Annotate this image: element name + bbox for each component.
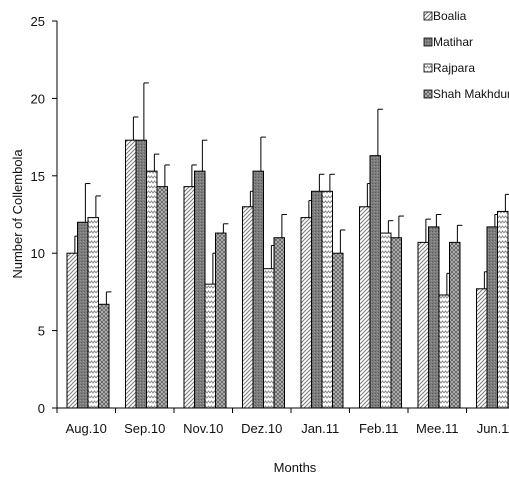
x-tick-label: Dez.10	[241, 421, 282, 436]
bar-Feb.11-Matihar	[369, 155, 381, 409]
x-axis-title: Months	[274, 460, 317, 475]
legend: Boalia Matihar Rajpara Shah Makhdum	[423, 9, 509, 101]
legend-label: Boalia	[433, 9, 467, 23]
bar-Dez.10-Matihar	[252, 170, 264, 409]
bar-Nov.10-Matihar	[194, 170, 206, 409]
y-tick-label: 15	[31, 169, 45, 184]
bar-Aug.10-Rajpara	[87, 217, 99, 409]
bar-Jan.11-Boalia	[300, 217, 312, 409]
legend-swatch-Rajpara	[423, 63, 433, 73]
bar-Dez.10-Rajpara	[263, 268, 275, 409]
legend-label: Shah Makhdum	[433, 87, 509, 101]
x-tick-label: Mee.11	[416, 421, 458, 436]
bar-Jun.11-Matihar	[486, 226, 498, 409]
x-tick-label: Sep.10	[124, 421, 165, 436]
bar-Feb.11-Rajpara	[380, 232, 392, 409]
bar-Aug.10-Matihar	[77, 221, 89, 409]
legend-label: Rajpara	[433, 61, 475, 75]
bar-Jun.11-Rajpara	[497, 210, 509, 409]
bar-Jan.11-Shah Makhdum	[332, 252, 344, 409]
x-tick-label: Jan.11	[301, 421, 339, 436]
bar-Nov.10-Rajpara	[204, 283, 216, 409]
y-axis-title: Number of Collembola	[10, 149, 25, 279]
bar-Feb.11-Shah Makhdum	[390, 237, 402, 409]
legend-swatch-Matihar	[423, 37, 433, 47]
x-tick-label: Nov.10	[183, 421, 223, 436]
bar-Dez.10-Shah Makhdum	[273, 237, 285, 409]
bar-Feb.11-Boalia	[359, 206, 371, 409]
y-tick-label: 5	[38, 324, 45, 339]
bar-Mee.11-Shah Makhdum	[449, 241, 461, 409]
bar-Sep.10-Rajpara	[146, 170, 158, 409]
bar-Aug.10-Shah Makhdum	[98, 303, 110, 409]
legend-label: Matihar	[433, 35, 473, 49]
bar-Sep.10-Shah Makhdum	[156, 186, 168, 409]
legend-swatch-Shah Makhdum	[423, 89, 433, 99]
bar-Mee.11-Rajpara	[438, 294, 450, 409]
legend-swatch-Boalia	[423, 11, 433, 21]
bar-Jan.11-Matihar	[311, 190, 323, 409]
bar-Nov.10-Shah Makhdum	[215, 232, 227, 409]
y-tick-label: 10	[31, 246, 45, 261]
y-tick-label: 25	[31, 14, 45, 29]
bar-Jun.11-Boalia	[476, 288, 488, 409]
bar-Sep.10-Matihar	[135, 139, 147, 409]
bar-Mee.11-Matihar	[428, 226, 440, 409]
bar-Jan.11-Rajpara	[321, 190, 333, 409]
x-tick-label: Jun.11	[477, 421, 509, 436]
bar-Nov.10-Boalia	[183, 186, 195, 409]
bar-Sep.10-Boalia	[125, 139, 137, 409]
y-tick-label: 20	[31, 91, 45, 106]
y-tick-label: 0	[38, 401, 45, 416]
x-tick-label: Feb.11	[359, 421, 399, 436]
bar-Aug.10-Boalia	[66, 252, 78, 409]
x-tick-label: Aug.10	[66, 421, 107, 436]
bar-Dez.10-Boalia	[242, 206, 254, 409]
bar-Mee.11-Boalia	[417, 241, 429, 409]
